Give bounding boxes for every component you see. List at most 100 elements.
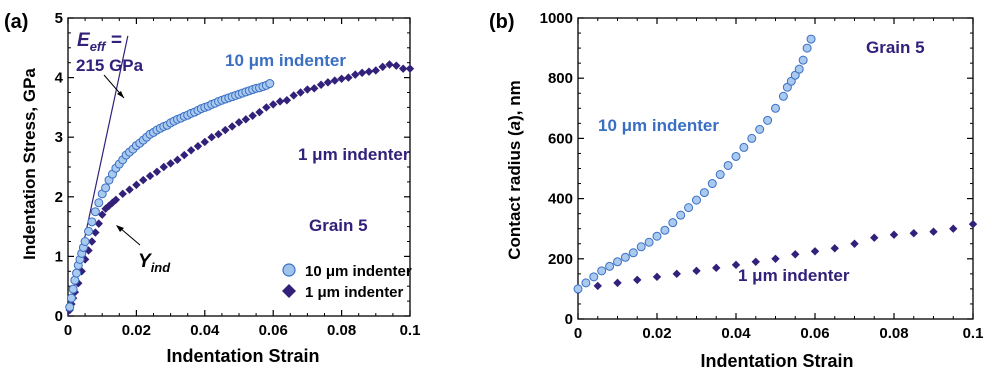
data-point-10um-b — [755, 124, 765, 134]
data-point-1um-b — [791, 250, 800, 259]
data-point-10um-b — [668, 218, 678, 228]
data-point-10um-a — [72, 268, 82, 278]
data-point-1um-a — [221, 125, 230, 135]
data-point-10um-b — [660, 225, 670, 235]
data-point-10um-a — [66, 293, 76, 303]
data-point-1um-b — [613, 278, 622, 288]
legend-a: 10 μm indenter 1 μm indenter — [282, 263, 412, 301]
data-point-1um-b — [929, 227, 938, 236]
data-point-10um-b — [620, 252, 630, 262]
x-tick-label-b: 0.1 — [963, 325, 984, 342]
data-point-1um-a — [282, 96, 292, 105]
data-point-10um-b — [636, 242, 646, 252]
y-tick-label-a: 4 — [55, 70, 64, 87]
y-tick-label-b: 600 — [548, 130, 573, 147]
data-point-10um-a — [101, 183, 111, 193]
data-point-1um-a — [296, 88, 305, 97]
data-point-10um-a — [68, 284, 78, 294]
data-point-1um-a — [255, 107, 264, 117]
data-point-10um-b — [613, 257, 622, 267]
data-point-10um-b — [763, 115, 773, 125]
legend-10um-label: 10 μm indenter — [305, 263, 412, 280]
data-point-1um-a — [275, 97, 285, 106]
data-point-1um-a — [323, 78, 333, 87]
y-tick-label-a: 5 — [55, 10, 63, 27]
y-tick-label-b: 1000 — [540, 10, 573, 27]
data-point-1um-a — [132, 180, 141, 190]
data-point-1um-b — [889, 230, 899, 239]
x-tick-label-a: 0.08 — [327, 322, 356, 339]
data-point-1um-a — [269, 100, 278, 109]
x-tick-label-a: 0.02 — [122, 322, 151, 339]
data-point-1um-a — [180, 150, 189, 160]
data-point-10um-b — [794, 64, 804, 74]
data-point-10um-b — [715, 170, 725, 180]
data-point-1um-a — [241, 115, 251, 124]
data-point-1um-a — [398, 64, 408, 73]
panel-a-ylabel: Indentation Stress, GPa — [20, 68, 39, 260]
legend-10um-marker — [282, 263, 296, 277]
panel-a: (a) 0 0.02 0.04 0.06 0.08 0.1 0 1 2 3 4 5 Indentati… — [4, 10, 420, 366]
grain-label-a: Grain 5 — [309, 216, 368, 235]
data-point-10um-b — [778, 91, 788, 101]
data-point-1um-a — [227, 122, 237, 131]
data-point-10um-b — [644, 237, 654, 247]
data-point-1um-a — [186, 146, 196, 155]
data-point-1um-a — [207, 133, 216, 142]
data-point-10um-a — [65, 302, 75, 312]
data-point-1um-a — [84, 246, 93, 255]
data-point-10um-b — [597, 266, 607, 276]
y-tick-label-a: 2 — [55, 189, 63, 206]
data-point-1um-b — [771, 254, 780, 263]
y-tick-label-b: 400 — [548, 191, 573, 208]
data-point-10um-b — [771, 103, 780, 113]
data-point-1um-a — [139, 175, 148, 185]
data-point-1um-b — [751, 257, 760, 267]
data-point-10um-b — [581, 278, 591, 288]
y-tick-label-a: 1 — [55, 248, 63, 265]
legend-1um-label: 1 μm indenter — [305, 284, 404, 301]
data-point-1um-b — [909, 229, 918, 238]
data-point-10um-b — [707, 179, 717, 189]
data-point-1um-b — [810, 247, 820, 256]
data-point-1um-a — [125, 185, 134, 194]
data-point-10um-a — [94, 198, 104, 208]
panel-b-ylabel: Contact radius (a), nm — [505, 80, 524, 259]
data-point-1um-a — [118, 189, 127, 199]
x-tick-label-a: 0.06 — [259, 322, 288, 339]
data-point-1um-a — [98, 210, 107, 219]
data-point-10um-a — [90, 207, 100, 217]
data-point-1um-b — [830, 244, 839, 253]
y-tick-label-b: 200 — [548, 251, 573, 268]
data-point-10um-b — [699, 188, 709, 198]
data-point-1um-a — [344, 73, 353, 82]
data-point-1um-a — [262, 103, 271, 112]
x-tick-label-a: 0 — [64, 322, 72, 339]
eeff-label: Eeff = — [77, 30, 122, 54]
data-point-1um-b — [593, 281, 602, 291]
data-point-10um-a — [80, 237, 90, 246]
data-point-1um-a — [234, 118, 244, 127]
data-point-10um-a — [265, 79, 275, 89]
x-tick-label-b: 0.06 — [800, 325, 829, 342]
data-point-10um-b — [692, 195, 701, 205]
data-point-1um-b — [672, 269, 681, 279]
panel-b-label: (b) — [489, 11, 515, 33]
data-point-1um-a — [101, 204, 110, 213]
data-point-10um-b — [723, 160, 733, 170]
data-point-1um-a — [371, 66, 380, 75]
data-point-1um-a — [289, 91, 298, 100]
data-point-10um-b — [798, 55, 808, 65]
data-point-1um-b — [652, 272, 662, 282]
data-point-1um-a — [193, 141, 203, 151]
data-point-1um-a — [351, 70, 360, 79]
data-point-1um-a — [316, 80, 326, 89]
data-point-1um-b — [712, 263, 721, 273]
data-point-1um-a — [214, 130, 223, 139]
data-point-1um-b — [633, 275, 642, 285]
data-point-1um-a — [330, 76, 339, 85]
data-point-10um-b — [652, 231, 662, 241]
yind-arrowhead — [116, 225, 124, 232]
y-tick-label-a: 0 — [55, 308, 63, 325]
